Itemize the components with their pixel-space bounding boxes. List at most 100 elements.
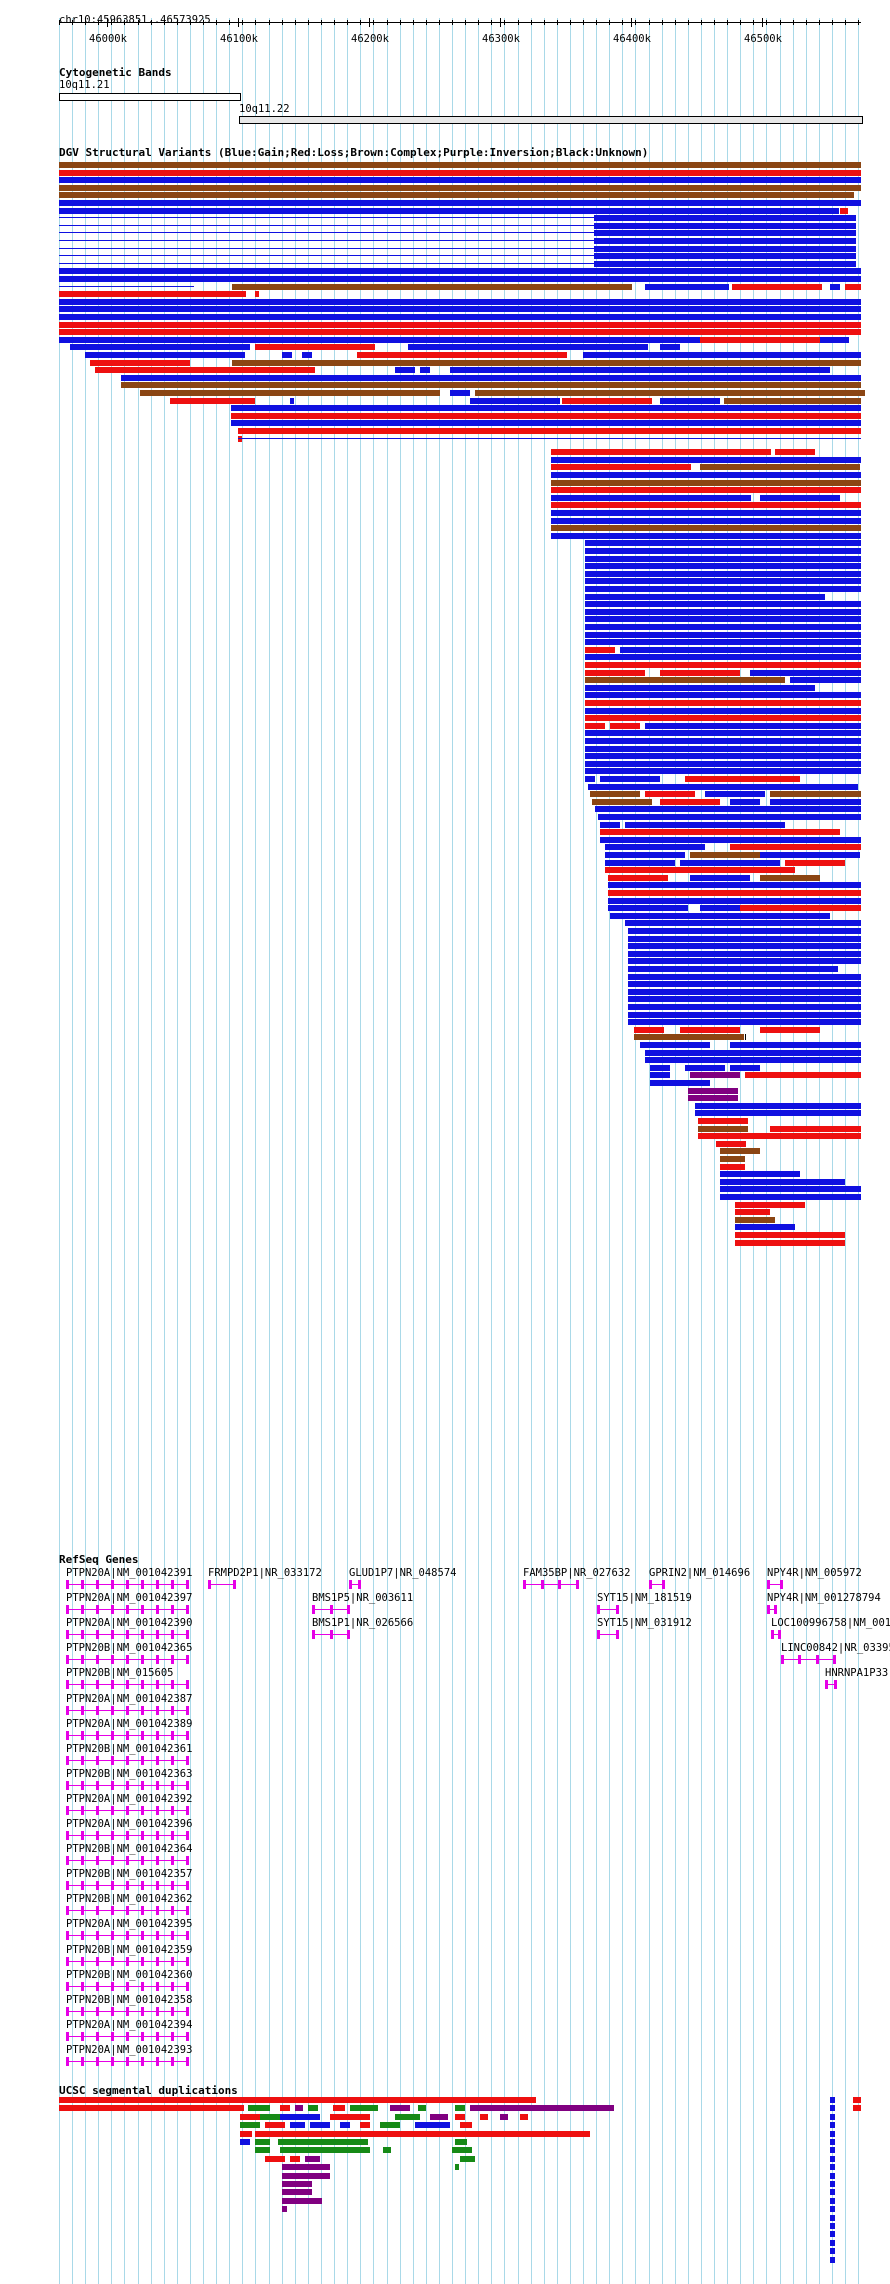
- dgv-variant[interactable]: [551, 532, 861, 539]
- gene-exon[interactable]: [156, 2006, 159, 2016]
- dgv-variant[interactable]: [594, 215, 856, 222]
- gene-exon[interactable]: [171, 1755, 174, 1765]
- gene-exon[interactable]: [111, 1580, 114, 1589]
- gene-exon[interactable]: [141, 2056, 144, 2066]
- dgv-variant[interactable]: [720, 1178, 845, 1185]
- gene-label[interactable]: SYT15|NM_031912: [597, 1617, 692, 1629]
- gene-exon[interactable]: [171, 1730, 174, 1740]
- segdup-feature[interactable]: [830, 2256, 835, 2263]
- dgv-variant[interactable]: [585, 578, 861, 585]
- gene-exon[interactable]: [171, 1630, 174, 1640]
- gene-label[interactable]: GPRIN2|NM_014696: [649, 1567, 751, 1579]
- dgv-variant[interactable]: [59, 298, 861, 305]
- gene-exon[interactable]: [834, 1680, 837, 1689]
- dgv-variant[interactable]: [732, 283, 822, 290]
- dgv-variant[interactable]: [600, 821, 620, 828]
- dgv-variant[interactable]: [600, 829, 840, 836]
- dgv-variant[interactable]: [470, 397, 560, 404]
- gene-exon[interactable]: [66, 1956, 69, 1966]
- dgv-variant[interactable]: [282, 352, 292, 358]
- segdup-feature[interactable]: [350, 2105, 378, 2112]
- dgv-variant[interactable]: [735, 1224, 795, 1231]
- gene-label[interactable]: PTPN20A|NM_001042394: [66, 2018, 193, 2031]
- dgv-variant[interactable]: [698, 1125, 748, 1132]
- dgv-variant[interactable]: [685, 1064, 725, 1071]
- dgv-variant[interactable]: [720, 1156, 745, 1162]
- dgv-variant[interactable]: [585, 555, 861, 562]
- gene-exon[interactable]: [81, 1931, 84, 1941]
- gene-exon[interactable]: [186, 1680, 189, 1690]
- gene-exon[interactable]: [96, 1856, 99, 1866]
- segdup-feature[interactable]: [390, 2105, 410, 2112]
- gene-exon[interactable]: [156, 1805, 159, 1815]
- gene-exon[interactable]: [171, 1831, 174, 1840]
- gene-exon[interactable]: [96, 1780, 99, 1790]
- gene-label[interactable]: PTPN20B|NM_001042365: [66, 1642, 193, 1655]
- gene-exon[interactable]: [171, 1956, 174, 1966]
- gene-exon[interactable]: [141, 1906, 144, 1916]
- gene-exon[interactable]: [597, 1605, 600, 1614]
- dgv-variant[interactable]: [585, 563, 861, 570]
- dgv-variant[interactable]: [760, 1026, 820, 1033]
- gene-label[interactable]: NPY4R|NM_005972: [767, 1567, 862, 1579]
- dgv-variant[interactable]: [660, 669, 740, 676]
- dgv-variant[interactable]: [628, 966, 838, 972]
- dgv-variant[interactable]: [585, 677, 785, 684]
- dgv-variant[interactable]: [740, 905, 861, 912]
- gene-exon[interactable]: [778, 1630, 781, 1639]
- dgv-variant[interactable]: [700, 905, 760, 912]
- dgv-variant[interactable]: [170, 397, 255, 404]
- segdup-feature[interactable]: [830, 2239, 835, 2246]
- segdup-feature[interactable]: [265, 2122, 285, 2129]
- gene-exon[interactable]: [66, 1906, 69, 1916]
- dgv-variant[interactable]: [585, 760, 861, 767]
- gene-exon[interactable]: [616, 1630, 619, 1639]
- dgv-variant[interactable]: [628, 935, 861, 942]
- gene-exon[interactable]: [576, 1580, 579, 1589]
- gene-exon[interactable]: [312, 1630, 315, 1639]
- gene-exon[interactable]: [66, 1580, 69, 1589]
- gene-exon[interactable]: [96, 1881, 99, 1891]
- gene-exon[interactable]: [171, 1705, 174, 1715]
- gene-exon[interactable]: [141, 2031, 144, 2041]
- dgv-variant[interactable]: [408, 344, 648, 351]
- dgv-variant[interactable]: [600, 776, 660, 782]
- dgv-variant[interactable]: [745, 1034, 746, 1041]
- gene-exon[interactable]: [96, 1630, 99, 1640]
- dgv-variant[interactable]: [585, 662, 861, 668]
- gene-exon[interactable]: [96, 1655, 99, 1665]
- segdup-feature[interactable]: [305, 2155, 320, 2162]
- segdup-feature[interactable]: [282, 2164, 330, 2171]
- cytoband[interactable]: [239, 116, 863, 124]
- dgv-variant[interactable]: [598, 814, 861, 820]
- dgv-variant[interactable]: [59, 162, 861, 168]
- gene-exon[interactable]: [141, 1680, 144, 1690]
- gene-exon[interactable]: [156, 1580, 159, 1589]
- gene-exon[interactable]: [815, 1655, 819, 1664]
- dgv-variant[interactable]: [735, 1216, 775, 1223]
- dgv-variant[interactable]: [770, 798, 861, 805]
- gene-exon[interactable]: [66, 1655, 69, 1665]
- gene-exon[interactable]: [66, 2031, 69, 2041]
- gene-exon[interactable]: [312, 1605, 315, 1614]
- gene-exon[interactable]: [126, 1605, 129, 1615]
- segdup-feature[interactable]: [280, 2147, 370, 2154]
- gene-exon[interactable]: [111, 1906, 114, 1916]
- dgv-variant[interactable]: [585, 768, 861, 775]
- dgv-variant[interactable]: [790, 677, 861, 684]
- gene-exon[interactable]: [96, 2006, 99, 2016]
- gene-label[interactable]: BMS1P1|NR_026566: [312, 1617, 414, 1629]
- gene-exon[interactable]: [96, 1956, 99, 1966]
- dgv-variant[interactable]: [585, 646, 615, 653]
- dgv-variant[interactable]: [628, 928, 861, 934]
- segdup-track-title[interactable]: UCSC segmental duplications: [59, 2084, 238, 2097]
- gene-exon[interactable]: [171, 2056, 174, 2066]
- gene-exon[interactable]: [186, 1705, 189, 1715]
- gene-exon[interactable]: [171, 1680, 174, 1690]
- dgv-variant[interactable]: [720, 1163, 745, 1170]
- dgv-variant[interactable]: [690, 852, 760, 858]
- gene-exon[interactable]: [662, 1580, 665, 1589]
- cytoband-track-title[interactable]: Cytogenetic Bands: [59, 66, 172, 79]
- dgv-variant[interactable]: [645, 791, 695, 798]
- segdup-feature[interactable]: [282, 2189, 312, 2196]
